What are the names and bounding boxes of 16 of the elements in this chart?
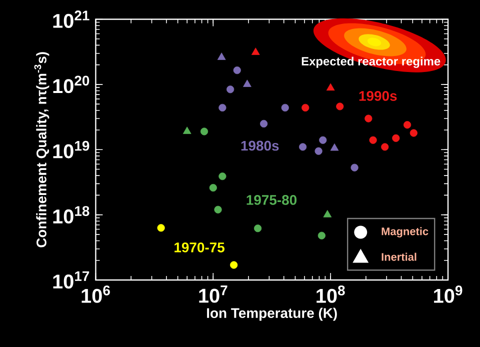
y-tick-label: 10$^{20}$	[53, 76, 90, 94]
x-axis-title: Ion Temperature (K)	[207, 308, 337, 321]
x-tick-label: 10$^{8}$	[316, 285, 345, 303]
series-label: 1990s	[359, 91, 397, 101]
annotation: Magnetic	[382, 227, 428, 238]
y-tick-label: 10$^{21}$	[53, 10, 90, 28]
annotation: Inertial	[382, 252, 416, 261]
x-tick-label: 10$^{9}$	[434, 285, 462, 303]
series-label: 1975-80	[246, 195, 297, 205]
x-tick-label: 10$^{7}$	[199, 286, 228, 303]
annotation: Expected reactor regime	[302, 56, 440, 68]
y-tick-label: 10$^{19}$	[53, 140, 90, 158]
y-axis-title: Confinement Quality, nτ(m$^{-3}$s)	[34, 52, 50, 248]
series-label: 1980s	[241, 140, 279, 151]
y-tick-label: 10$^{18}$	[53, 206, 90, 224]
series-label: 1970-75	[174, 242, 224, 252]
